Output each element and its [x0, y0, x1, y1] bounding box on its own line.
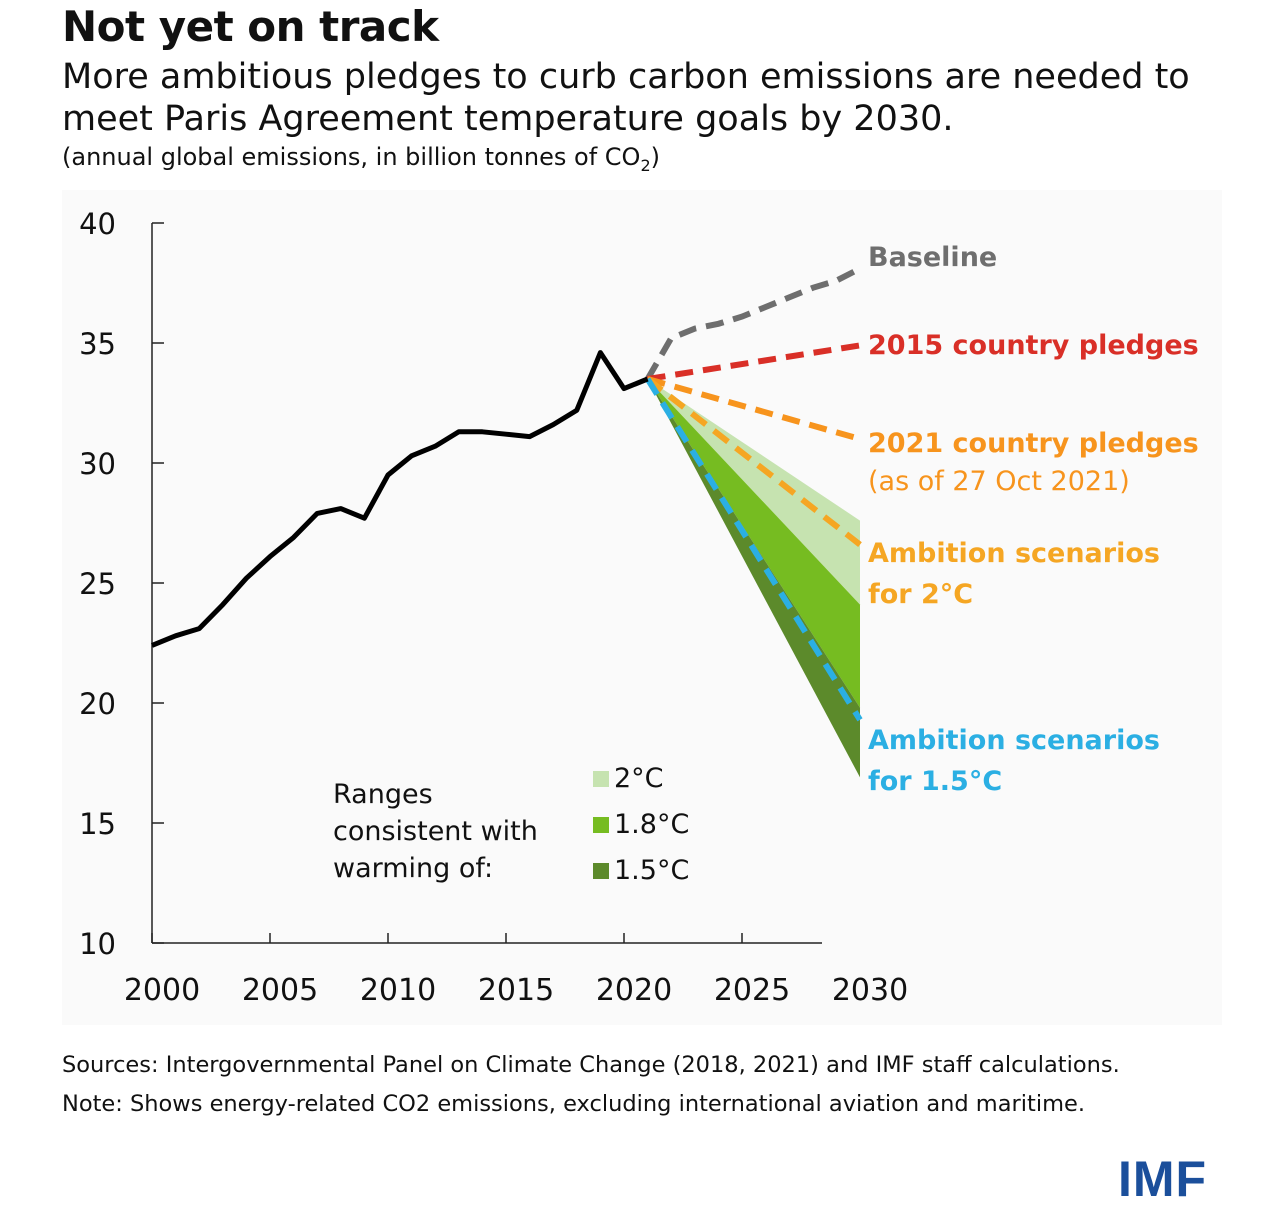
legend-item-label: 1.5°C: [614, 855, 689, 886]
units-prefix: (annual global emissions, in billion ton…: [62, 143, 641, 171]
scenario-line-2015-country-pledges: [647, 342, 861, 382]
legend-swatch: [593, 863, 609, 879]
x-tick-label: 2005: [242, 973, 318, 1008]
scenario-label-line2: (as of 27 Oct 2021): [868, 466, 1130, 497]
legend-swatch: [593, 817, 609, 833]
source-note: Sources: Intergovernmental Panel on Clim…: [62, 1052, 1120, 1078]
scenario-label: Baseline: [868, 242, 997, 273]
y-tick-label: 20: [79, 687, 116, 721]
x-tick-label: 2010: [360, 973, 436, 1008]
footnote: Note: Shows energy-related CO2 emissions…: [62, 1091, 1086, 1117]
units-label: (annual global emissions, in billion ton…: [62, 143, 660, 175]
scenario-label-line2: for 1.5°C: [868, 766, 1002, 797]
range-15C-area: [647, 379, 860, 778]
scenario-label-line2: for 2°C: [868, 579, 973, 610]
scenario-line-baseline: [645, 265, 862, 381]
x-tick-label: 2030: [832, 973, 908, 1008]
range-2C-area: [647, 379, 860, 605]
scenario-label: Ambition scenarios: [868, 725, 1160, 756]
imf-logo: IMF: [1118, 1151, 1208, 1207]
scenario-line-ambition-scenarios-for-2-c: [645, 376, 862, 547]
x-tick-label: 2000: [124, 973, 200, 1008]
scenario-label: 2015 country pledges: [868, 330, 1199, 361]
legend-item-label: 1.8°C: [614, 809, 689, 840]
y-tick-label: 15: [79, 807, 116, 841]
y-tick-label: 40: [79, 207, 116, 241]
chart-title: Not yet on track: [62, 2, 439, 51]
x-tick-label: 2025: [714, 973, 790, 1008]
y-tick-label: 30: [79, 447, 116, 481]
y-tick-label: 10: [79, 927, 116, 961]
historical-emissions-line: [151, 350, 649, 648]
legend-swatch: [593, 771, 609, 787]
units-suffix: ): [650, 143, 660, 171]
chart-subtitle: More ambitious pledges to curb carbon em…: [62, 57, 1190, 139]
units-subscript: 2: [640, 155, 651, 175]
x-tick-label: 2020: [596, 973, 672, 1008]
plot-background: [62, 190, 1222, 1025]
legend-title: consistent with: [333, 816, 538, 847]
legend-title: warming of:: [333, 853, 493, 884]
y-tick-label: 35: [79, 327, 116, 361]
scenario-line-ambition-scenarios-for-1-5-c: [645, 377, 863, 722]
scenario-label: 2021 country pledges: [868, 428, 1199, 459]
x-tick-label: 2015: [478, 973, 554, 1008]
legend-item-label: 2°C: [614, 763, 664, 794]
scenario-line-2021-country-pledges-as-of-27-oct-2021: [646, 376, 861, 442]
y-tick-label: 25: [79, 567, 116, 601]
scenario-label: Ambition scenarios: [868, 538, 1160, 569]
legend-title: Ranges: [333, 779, 433, 810]
